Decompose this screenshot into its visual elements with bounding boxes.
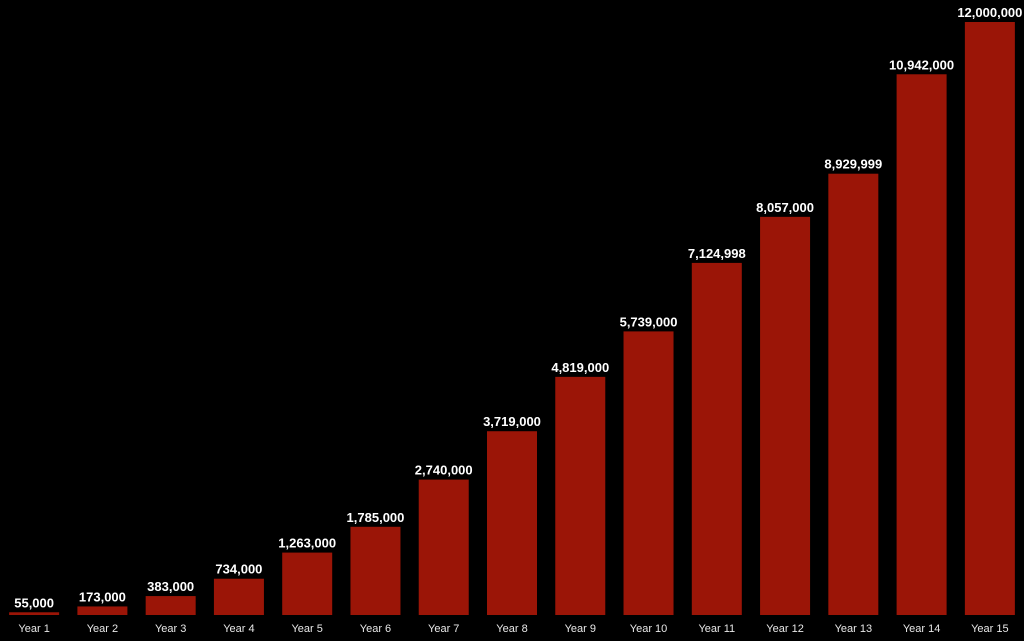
bar-value-label-10: 5,739,000 xyxy=(620,314,678,329)
x-tick-label-9: Year 9 xyxy=(565,623,596,635)
bar-value-label-9: 4,819,000 xyxy=(551,360,609,375)
bar-value-label-3: 383,000 xyxy=(147,579,194,594)
bar-14 xyxy=(896,74,947,615)
bar-4 xyxy=(213,578,264,615)
x-tick-label-15: Year 15 xyxy=(971,623,1009,635)
x-tick-label-5: Year 5 xyxy=(291,623,322,635)
bar-8 xyxy=(487,431,537,615)
x-tick-label-11: Year 11 xyxy=(698,623,735,635)
bar-12 xyxy=(760,216,811,615)
x-tick-label-6: Year 6 xyxy=(360,623,391,635)
bar-9 xyxy=(555,376,606,615)
bar-1 xyxy=(9,612,60,615)
bar-value-label-1: 55,000 xyxy=(14,595,54,610)
bar-value-label-8: 3,719,000 xyxy=(483,414,541,429)
bar-value-label-11: 7,124,998 xyxy=(688,246,746,261)
x-tick-labels-group: Year 1 Year 2 Year 3 Year 4 Year 5 Year 6 Year… xyxy=(18,623,1008,635)
value-labels-group: 55,000 173,000 383,000 734,000 1,263,000 1,78… xyxy=(14,5,1022,610)
x-tick-label-1: Year 1 xyxy=(18,623,49,635)
bar-3 xyxy=(145,596,196,615)
x-tick-label-14: Year 14 xyxy=(903,623,941,635)
x-tick-label-4: Year 4 xyxy=(223,623,254,635)
bar-7 xyxy=(418,479,469,615)
x-tick-label-10: Year 10 xyxy=(630,623,668,635)
bar-5 xyxy=(282,552,333,615)
x-tick-label-12: Year 12 xyxy=(766,623,804,635)
bar-value-label-4: 734,000 xyxy=(215,562,262,577)
bars-group xyxy=(9,22,1015,615)
bar-value-label-12: 8,057,000 xyxy=(756,200,814,215)
bar-6 xyxy=(350,526,401,615)
bar-11 xyxy=(691,262,742,615)
bar-15 xyxy=(964,22,1015,615)
bar-value-label-13: 8,929,999 xyxy=(824,157,882,172)
bar-value-label-6: 1,785,000 xyxy=(347,510,405,525)
bar-value-label-15: 12,000,000 xyxy=(957,5,1022,20)
bar-value-label-7: 2,740,000 xyxy=(415,463,473,478)
x-tick-label-13: Year 13 xyxy=(835,623,873,635)
bar-value-label-14: 10,942,000 xyxy=(889,57,954,72)
x-tick-label-7: Year 7 xyxy=(428,623,459,635)
bar-value-label-5: 1,263,000 xyxy=(278,536,336,551)
x-tick-label-3: Year 3 xyxy=(155,623,186,635)
bar-13 xyxy=(828,173,879,615)
x-tick-label-8: Year 8 xyxy=(496,623,527,635)
bar-2 xyxy=(77,606,128,615)
bar-value-label-2: 173,000 xyxy=(79,589,126,604)
x-tick-label-2: Year 2 xyxy=(87,623,118,635)
bar-10 xyxy=(623,331,674,615)
